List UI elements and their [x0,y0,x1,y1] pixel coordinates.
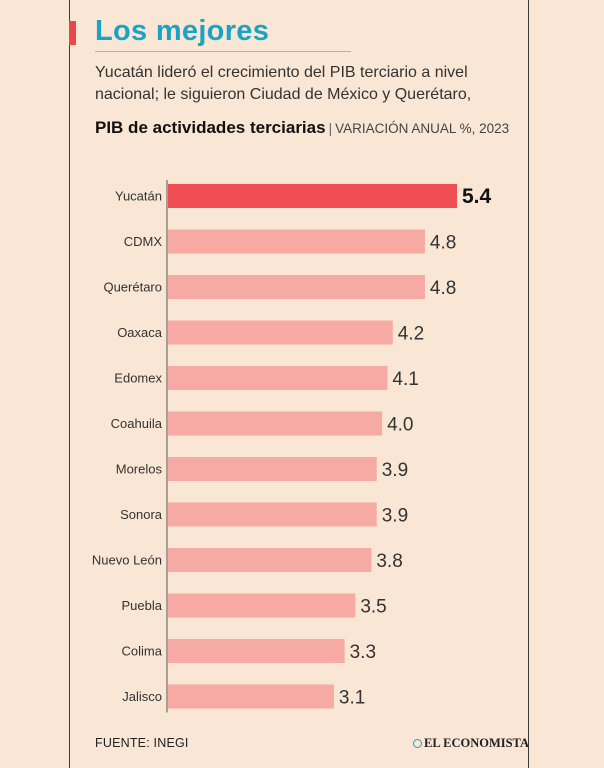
page-subtitle: Yucatán lideró el crecimiento del PIB te… [95,64,472,103]
bar [168,320,393,345]
data-label: 4.8 [430,278,456,299]
bar [168,684,334,709]
title-accent-bar [69,21,76,45]
bar [168,184,457,208]
bar [168,411,383,436]
chart-heading-separator: | [328,121,333,136]
data-label: 3.9 [382,506,408,527]
category-label: Coahuila [111,416,163,431]
bar [168,502,377,527]
category-label: CDMX [124,234,163,249]
bar [168,593,356,618]
bar [168,366,388,390]
source-note: FUENTE: INEGI [95,736,189,750]
data-label: 5.4 [462,185,492,208]
category-label: Jalisco [122,689,162,704]
brand-logo-icon [413,739,422,748]
data-label: 3.9 [382,460,408,481]
bar [168,639,345,663]
data-label: 4.0 [387,415,413,436]
data-label: 4.8 [430,233,456,254]
category-label: Sonora [120,507,163,522]
category-label: Oaxaca [117,325,163,340]
page-title: Los mejores [95,15,270,47]
graphic-frame [69,0,529,768]
data-label: 3.3 [350,642,376,663]
data-label: 3.5 [360,597,386,618]
category-label: Querétaro [103,280,162,295]
category-label: Morelos [116,462,163,477]
chart-title: PIB de actividades terciarias [95,118,326,137]
data-label: 3.8 [376,551,402,572]
bar [168,548,372,572]
category-label: Yucatán [115,189,162,204]
brand-name: EL ECONOMISTA [424,736,529,750]
bar [168,229,425,254]
chart-heading: PIB de actividades terciarias | VARIACIÓN … [95,117,515,140]
category-label: Colima [122,644,163,659]
bar [168,275,425,299]
title-divider [95,51,351,52]
brand: EL ECONOMISTA [413,736,529,751]
chart-subtitle: VARIACIÓN ANUAL %, 2023 [335,121,510,136]
bar [168,457,377,481]
category-label: Edomex [114,371,162,386]
data-label: 4.1 [392,369,418,390]
data-label: 4.2 [398,324,424,345]
data-label: 3.1 [339,688,365,709]
category-label: Nuevo León [92,553,162,568]
category-label: Puebla [122,598,163,613]
